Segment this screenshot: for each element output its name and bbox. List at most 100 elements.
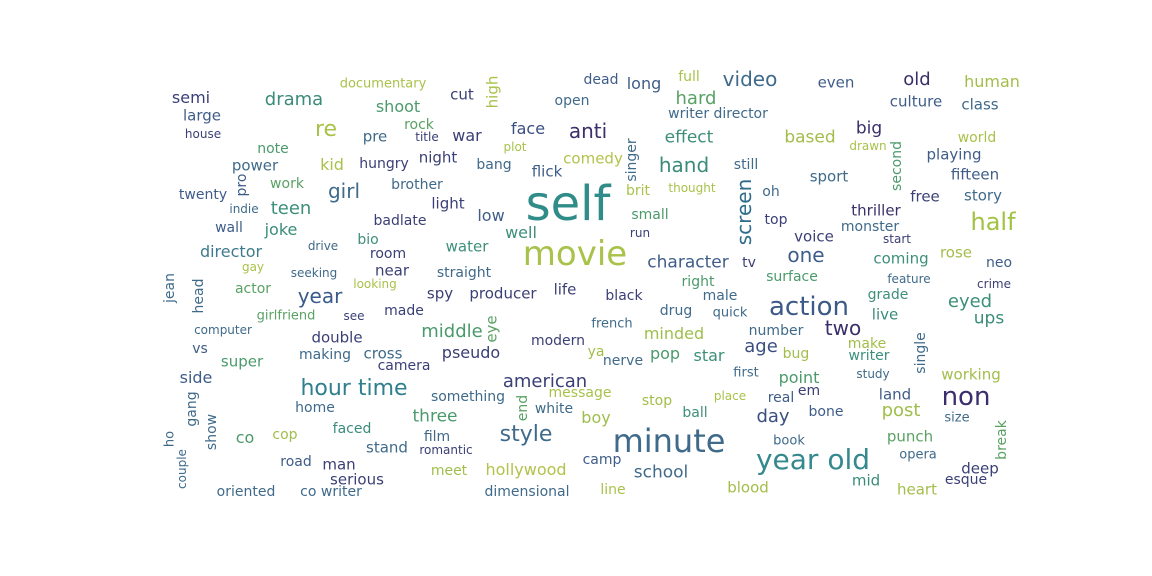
word-oh: oh	[762, 184, 780, 200]
word-small: small	[631, 207, 669, 223]
word-story: story	[964, 186, 1002, 205]
word-pseudo: pseudo	[441, 343, 501, 362]
word-bone: bone	[808, 404, 844, 420]
word-dimensional: dimensional	[484, 484, 570, 500]
word-male: male	[702, 288, 738, 304]
word-bio: bio	[357, 232, 379, 248]
word-side: side	[179, 368, 213, 387]
word-night: night	[418, 148, 458, 167]
word-co-writer: co writer	[300, 484, 362, 500]
word-high: high	[483, 75, 502, 109]
word-black: black	[605, 288, 643, 304]
word-light: light	[431, 194, 465, 213]
word-double: double	[311, 328, 363, 347]
word-boy: boy	[581, 408, 611, 427]
word-gay: gay	[241, 260, 265, 274]
word-ups: ups	[973, 308, 1005, 329]
word-flick: flick	[531, 162, 563, 181]
word-house: house	[184, 127, 222, 141]
word-open: open	[554, 93, 590, 109]
word-faced: faced	[332, 421, 372, 437]
word-class: class	[961, 95, 999, 114]
word-brit: brit	[625, 183, 651, 199]
word-note: note	[257, 141, 289, 157]
word-pro: pro	[234, 173, 250, 197]
word-top: top	[764, 212, 788, 228]
word-semi: semi	[171, 88, 211, 107]
word-kid: kid	[320, 155, 344, 174]
word-star: star	[693, 346, 725, 365]
word-culture: culture	[889, 92, 943, 111]
word-man: man	[322, 455, 356, 474]
word-neo: neo	[985, 255, 1013, 271]
word-sport: sport	[809, 167, 849, 186]
word-hard: hard	[675, 88, 717, 109]
word-co: co	[235, 428, 255, 447]
word-hungry: hungry	[359, 156, 409, 172]
word-school: school	[633, 462, 689, 483]
word-hour-time: hour time	[300, 376, 408, 401]
word-free: free	[910, 187, 940, 206]
word-drug: drug	[659, 303, 693, 319]
word-romantic: romantic	[419, 443, 473, 457]
word-minute: minute	[612, 422, 726, 460]
word-made: made	[384, 303, 424, 319]
word-quick: quick	[712, 305, 748, 321]
word-home: home	[295, 400, 335, 416]
word-eye: eye	[482, 315, 501, 343]
word-thriller: thriller	[851, 201, 901, 220]
word-cross: cross	[363, 344, 403, 363]
word-re: re	[314, 117, 338, 142]
word-still: still	[733, 157, 759, 173]
word-work: work	[270, 176, 304, 192]
word-single: single	[913, 332, 929, 374]
word-girlfriend: girlfriend	[256, 308, 316, 324]
word-land: land	[878, 385, 912, 404]
word-two: two	[824, 316, 862, 340]
word-something: something	[430, 389, 506, 405]
word-monster: monster	[840, 219, 900, 235]
word-life: life	[553, 280, 577, 299]
word-low: low	[477, 206, 505, 225]
word-computer: computer	[194, 323, 252, 337]
word-non: non	[941, 382, 991, 412]
word-rock: rock	[404, 117, 434, 133]
word-blood: blood	[727, 478, 769, 497]
word-show: show	[204, 413, 220, 451]
word-white: white	[534, 401, 574, 417]
word-deep: deep	[961, 459, 999, 478]
word-film: film	[423, 429, 451, 445]
word-surface: surface	[766, 269, 818, 285]
word-post: post	[881, 400, 921, 421]
word-day: day	[756, 406, 790, 427]
word-first: first	[733, 365, 759, 381]
word-study: study	[856, 367, 890, 381]
word-power: power	[231, 156, 279, 175]
word-point: point	[778, 368, 820, 387]
word-straight: straight	[436, 265, 492, 281]
word-ho: ho	[162, 430, 178, 448]
word-seeking: seeking	[290, 266, 338, 280]
word-make: make	[847, 336, 887, 352]
word-rose: rose	[939, 243, 973, 262]
word-world: world	[957, 130, 997, 146]
word-hand: hand	[658, 153, 710, 177]
word-ya: ya	[587, 344, 605, 360]
word-thought: thought	[668, 181, 716, 195]
word-year: year	[297, 284, 343, 308]
word-spy: spy	[426, 284, 454, 303]
word-teen: teen	[270, 198, 312, 219]
word-feature: feature	[887, 272, 931, 286]
word-line: line	[600, 482, 626, 498]
word-run: run	[629, 226, 651, 240]
word-making: making	[299, 347, 351, 363]
word-gang: gang	[184, 391, 200, 427]
word-joke: joke	[264, 220, 298, 239]
word-anti: anti	[568, 119, 608, 143]
word-playing: playing	[926, 145, 982, 164]
word-director: director	[199, 242, 263, 261]
word-singer: singer	[624, 138, 640, 182]
word-well: well	[505, 223, 537, 242]
word-break: break	[994, 420, 1010, 460]
word-voice: voice	[794, 227, 834, 246]
